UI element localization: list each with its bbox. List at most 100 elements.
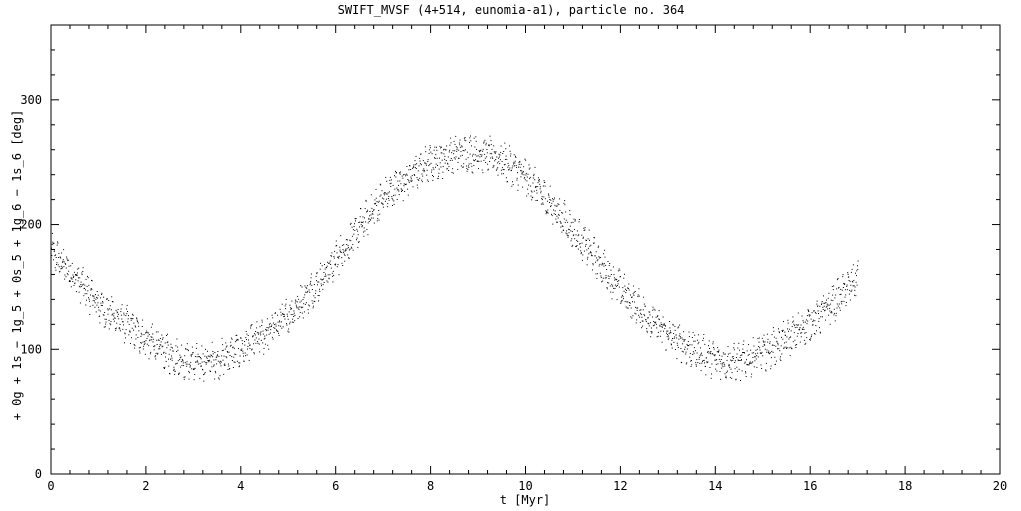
data-point — [130, 319, 132, 321]
data-point — [336, 252, 338, 254]
data-point — [702, 340, 704, 341]
data-point — [175, 363, 177, 365]
data-point — [285, 298, 287, 300]
data-point — [793, 323, 795, 325]
data-point — [852, 285, 854, 287]
data-point — [347, 245, 349, 247]
data-point — [449, 159, 451, 161]
data-point — [676, 358, 678, 360]
data-point — [542, 202, 544, 204]
data-point — [645, 319, 647, 321]
data-point — [641, 316, 643, 318]
data-point — [707, 351, 708, 353]
data-point — [602, 280, 604, 282]
data-point — [642, 309, 644, 311]
data-point — [378, 219, 380, 221]
data-point — [76, 272, 78, 274]
data-point — [805, 332, 807, 334]
data-point — [296, 301, 298, 303]
data-point — [623, 277, 625, 279]
data-point — [777, 343, 779, 344]
data-point — [743, 352, 744, 353]
data-point — [214, 370, 216, 372]
data-point — [512, 165, 514, 167]
data-point — [731, 372, 733, 374]
data-point — [586, 264, 588, 266]
data-point — [833, 308, 835, 310]
data-point — [419, 177, 421, 179]
data-point — [714, 354, 716, 356]
data-point — [772, 327, 774, 329]
data-point — [367, 234, 369, 236]
data-point — [801, 332, 803, 334]
data-point — [758, 337, 760, 339]
data-point — [290, 307, 292, 309]
data-point — [837, 279, 839, 281]
data-point — [605, 275, 607, 277]
data-point — [56, 244, 58, 246]
data-point — [716, 359, 718, 361]
data-point — [100, 302, 102, 304]
data-point — [573, 218, 575, 220]
data-point — [576, 239, 578, 241]
data-point — [393, 203, 395, 205]
data-point — [828, 304, 830, 306]
data-point — [739, 360, 741, 361]
data-point — [261, 319, 263, 321]
data-point — [335, 245, 337, 247]
data-point — [585, 239, 587, 241]
data-point — [832, 294, 834, 296]
data-point — [113, 312, 115, 314]
data-point — [213, 364, 215, 366]
data-point — [519, 161, 521, 163]
data-point — [533, 190, 535, 192]
data-point — [572, 221, 574, 223]
data-point — [233, 356, 235, 358]
data-point — [590, 251, 591, 253]
data-point — [485, 142, 487, 144]
data-point — [761, 368, 763, 369]
data-point — [143, 345, 145, 347]
data-point — [505, 177, 507, 179]
data-point — [658, 318, 660, 320]
data-point — [287, 315, 288, 317]
data-point — [225, 346, 227, 348]
data-point — [420, 164, 422, 166]
data-point — [549, 199, 551, 200]
data-point — [649, 311, 651, 313]
data-point — [607, 275, 609, 277]
data-point — [184, 355, 186, 357]
data-point — [818, 313, 819, 314]
data-point — [148, 358, 150, 360]
data-point — [488, 145, 490, 147]
data-point — [854, 294, 855, 296]
data-point — [628, 283, 630, 285]
data-point — [662, 326, 663, 328]
chart-title: SWIFT_MVSF (4+514, eunomia-a1), particle… — [338, 3, 685, 17]
data-point — [647, 317, 649, 319]
data-point — [588, 229, 590, 231]
data-point — [629, 302, 630, 304]
data-point — [135, 334, 137, 336]
data-point — [196, 356, 198, 358]
data-point — [426, 174, 428, 176]
data-point — [334, 263, 336, 265]
data-point — [475, 140, 477, 142]
data-point — [368, 218, 370, 220]
data-point — [237, 339, 239, 341]
data-point — [371, 207, 373, 209]
data-point — [200, 358, 202, 360]
data-point — [145, 340, 147, 342]
data-point — [696, 359, 698, 361]
data-point — [851, 289, 853, 291]
data-point — [670, 332, 672, 334]
data-point — [807, 309, 809, 311]
data-point — [216, 356, 218, 358]
data-point — [832, 289, 834, 291]
data-point — [51, 254, 53, 256]
data-point — [280, 314, 282, 316]
data-point — [846, 284, 848, 286]
data-point — [111, 296, 113, 298]
data-point — [668, 333, 670, 335]
data-point — [313, 295, 315, 297]
